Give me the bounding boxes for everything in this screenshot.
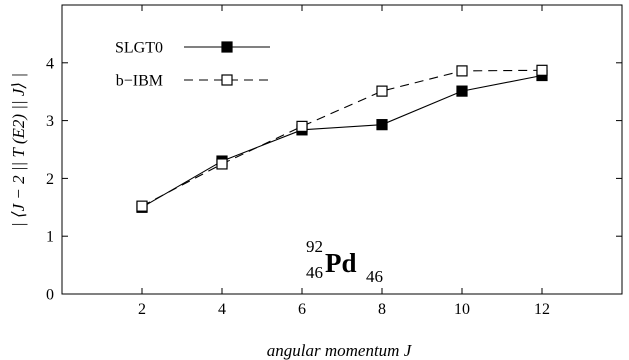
nuclide-atomic-number: 46 [306, 263, 323, 282]
series-layer [136, 64, 548, 213]
nuclide-neutron-number: 46 [366, 267, 383, 286]
data-point [216, 158, 228, 170]
legend-entry: b−IBM [116, 73, 270, 90]
plot-frame [61, 4, 623, 295]
data-point [376, 119, 388, 131]
series-1 [136, 64, 548, 212]
legend-entry: SLGT0 [115, 40, 270, 57]
series-0 [136, 69, 548, 213]
nuclide-mass-number: 92 [306, 237, 323, 256]
data-point [296, 120, 308, 132]
plot-border [61, 4, 623, 295]
x-tick-label: 4 [218, 301, 226, 318]
x-tick-label: 6 [298, 301, 306, 318]
legend-label: SLGT0 [115, 40, 163, 57]
y-tick-label: 2 [46, 171, 54, 188]
y-tick-label: 0 [46, 287, 54, 304]
y-tick-label: 4 [46, 55, 54, 72]
series-line [141, 69, 543, 207]
x-axis-label: angular momentum J [267, 341, 413, 360]
data-point [456, 85, 468, 97]
nuclide-symbol: Pd [325, 248, 357, 278]
legend-marker [221, 41, 233, 53]
data-point [536, 64, 548, 76]
x-tick-label: 12 [534, 301, 550, 318]
data-point [136, 200, 148, 212]
legend-marker [221, 74, 233, 86]
y-tick-label: 3 [46, 113, 54, 130]
x-tick-label: 2 [138, 301, 146, 318]
data-point [376, 85, 388, 97]
series-line [141, 74, 543, 208]
nuclide-annotation: 92 46 Pd 46 [306, 237, 383, 286]
legend-label: b−IBM [116, 73, 163, 90]
data-point [456, 65, 468, 77]
y-tick-label: 1 [46, 229, 54, 246]
y-axis-label: | ⟨J − 2 || T (E2) || J⟩ | [9, 73, 28, 227]
x-tick-label: 8 [378, 301, 386, 318]
x-tick-label: 10 [454, 301, 470, 318]
legend: SLGT0 b−IBM [115, 40, 270, 90]
